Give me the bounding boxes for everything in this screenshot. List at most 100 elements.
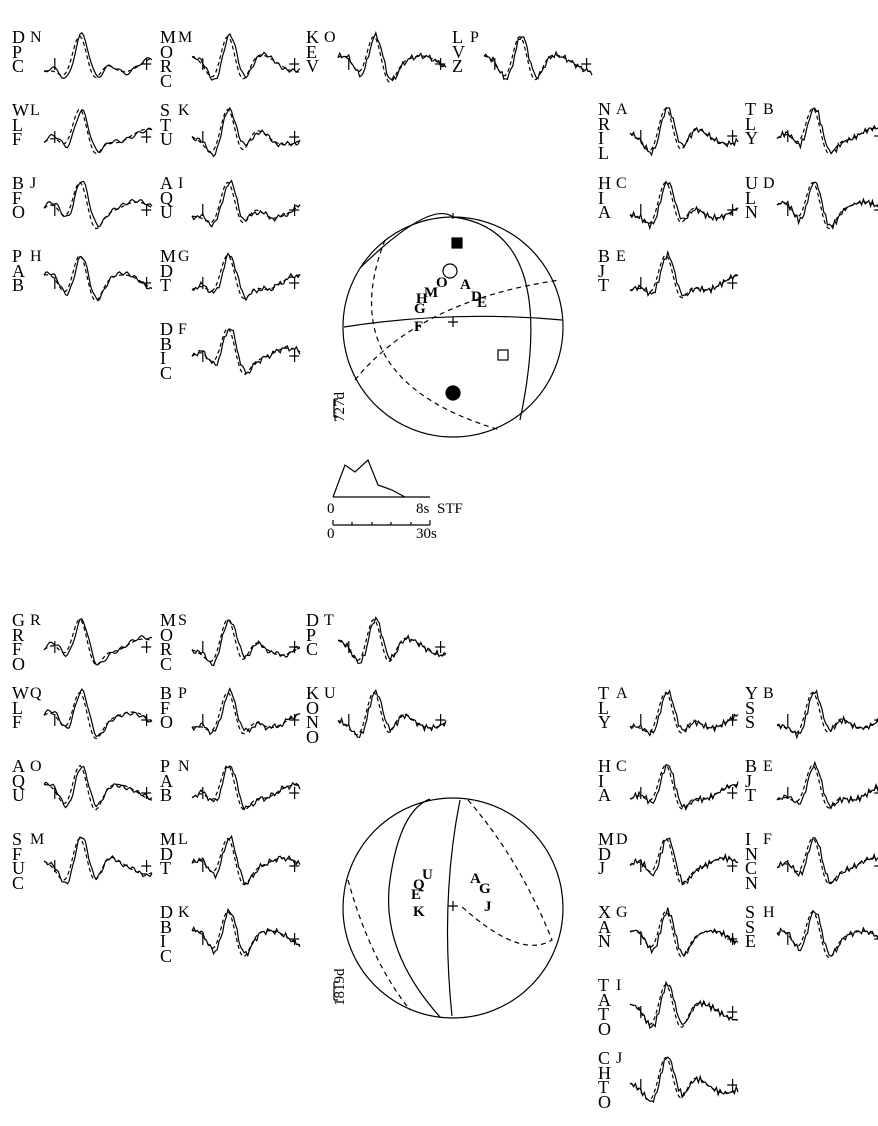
- nodal-plane: [347, 879, 411, 1011]
- station-code: NRIL: [598, 99, 611, 163]
- trace-tag: F: [178, 321, 187, 338]
- station-code: HIA: [598, 756, 611, 805]
- trace-tag: Q: [30, 685, 42, 702]
- nodal-plane: [359, 213, 532, 421]
- trace-tag: K: [178, 904, 190, 921]
- station-code: SSE: [745, 902, 756, 951]
- waveform: [776, 107, 878, 155]
- waveform: [629, 180, 739, 231]
- station-code: KEV: [306, 27, 319, 76]
- waveform: [54, 714, 152, 726]
- scale-label: 727d: [332, 392, 348, 422]
- trace-tag: L: [178, 831, 188, 848]
- center-mark: [448, 213, 458, 327]
- waveform: [787, 130, 878, 142]
- waveform: [337, 691, 447, 736]
- trace-tag: P: [470, 29, 479, 46]
- station-code: YSS: [745, 683, 758, 732]
- waveform: [348, 641, 446, 653]
- waveform: [629, 910, 739, 958]
- time-tick: 30s: [416, 526, 437, 542]
- station-point: D: [471, 289, 482, 305]
- station-code: DPC: [306, 610, 319, 659]
- focal-sphere: [342, 797, 564, 1019]
- trace-tag: D: [616, 831, 628, 848]
- stf: [332, 458, 430, 498]
- waveform: [787, 204, 878, 216]
- trace-tag: B: [763, 685, 774, 702]
- waveform: [54, 787, 152, 799]
- b-axis: [497, 349, 509, 361]
- waveform: [191, 179, 301, 228]
- waveform: [337, 31, 447, 81]
- trace-tag: F: [763, 831, 772, 848]
- waveform: [43, 765, 153, 809]
- waveform: [776, 760, 878, 811]
- trace-tag: R: [30, 612, 41, 629]
- waveform: [202, 204, 300, 216]
- nodal-plane: [387, 798, 441, 1018]
- station-code: KONO: [306, 683, 319, 747]
- waveform: [776, 910, 878, 959]
- trace-tag: I: [616, 977, 622, 994]
- waveform: [337, 616, 447, 664]
- waveform: [640, 130, 738, 142]
- station-code: TLY: [745, 99, 758, 148]
- trace-tag: C: [616, 758, 627, 775]
- waveform: [191, 619, 301, 667]
- station-code: BJT: [745, 756, 758, 805]
- station-code: TATO: [598, 975, 611, 1039]
- station-code: DBIC: [160, 319, 173, 383]
- trace-tag: U: [324, 685, 336, 702]
- trace-tag: N: [178, 758, 190, 775]
- waveform: [640, 787, 738, 799]
- trace-tag: A: [616, 101, 628, 118]
- waveform: [191, 181, 301, 224]
- waveform: [202, 933, 300, 945]
- scale-bar: [333, 398, 338, 418]
- trace-tag: J: [616, 1050, 623, 1067]
- waveform: [43, 181, 153, 230]
- waveform: [348, 58, 446, 70]
- trace-tag: E: [763, 758, 773, 775]
- station-point: Q: [413, 877, 425, 893]
- waveform: [191, 33, 301, 81]
- waveform: [191, 618, 301, 663]
- waveform: [191, 837, 301, 886]
- station-code: MDT: [160, 246, 177, 295]
- time-tick: 0: [327, 526, 335, 542]
- waveform: [202, 131, 300, 143]
- waveform: [43, 35, 153, 78]
- waveform: [54, 131, 152, 143]
- station-code: LVZ: [452, 27, 465, 76]
- trace-tag: T: [324, 612, 334, 629]
- waveform: [43, 254, 153, 302]
- waveform: [629, 983, 739, 1028]
- station-point: E: [477, 295, 488, 311]
- waveform: [43, 618, 153, 666]
- station-code: PAB: [12, 246, 25, 295]
- trace-tag: O: [30, 758, 42, 775]
- station-code: AQU: [160, 173, 173, 222]
- station-code: PAB: [160, 756, 173, 805]
- time-axis: [332, 520, 431, 526]
- waveform: [191, 252, 301, 302]
- waveform: [202, 277, 300, 289]
- nodal-plane: [459, 799, 553, 946]
- center-mark: [448, 901, 458, 911]
- trace-tag: O: [324, 29, 336, 46]
- station-code: AQU: [12, 756, 25, 805]
- waveform: [629, 837, 739, 886]
- trace-tag: M: [30, 831, 45, 848]
- station-code: STU: [160, 100, 173, 149]
- waveform: [776, 837, 878, 885]
- waveform: [43, 108, 153, 155]
- station-code: ULN: [745, 173, 758, 222]
- station-code: DBIC: [160, 902, 173, 966]
- station-point: U: [422, 867, 433, 883]
- waveform: [629, 691, 739, 734]
- waveform: [640, 860, 738, 872]
- waveform: [348, 714, 446, 726]
- trace-tag: M: [178, 29, 193, 46]
- stf-tick: 0: [327, 501, 335, 517]
